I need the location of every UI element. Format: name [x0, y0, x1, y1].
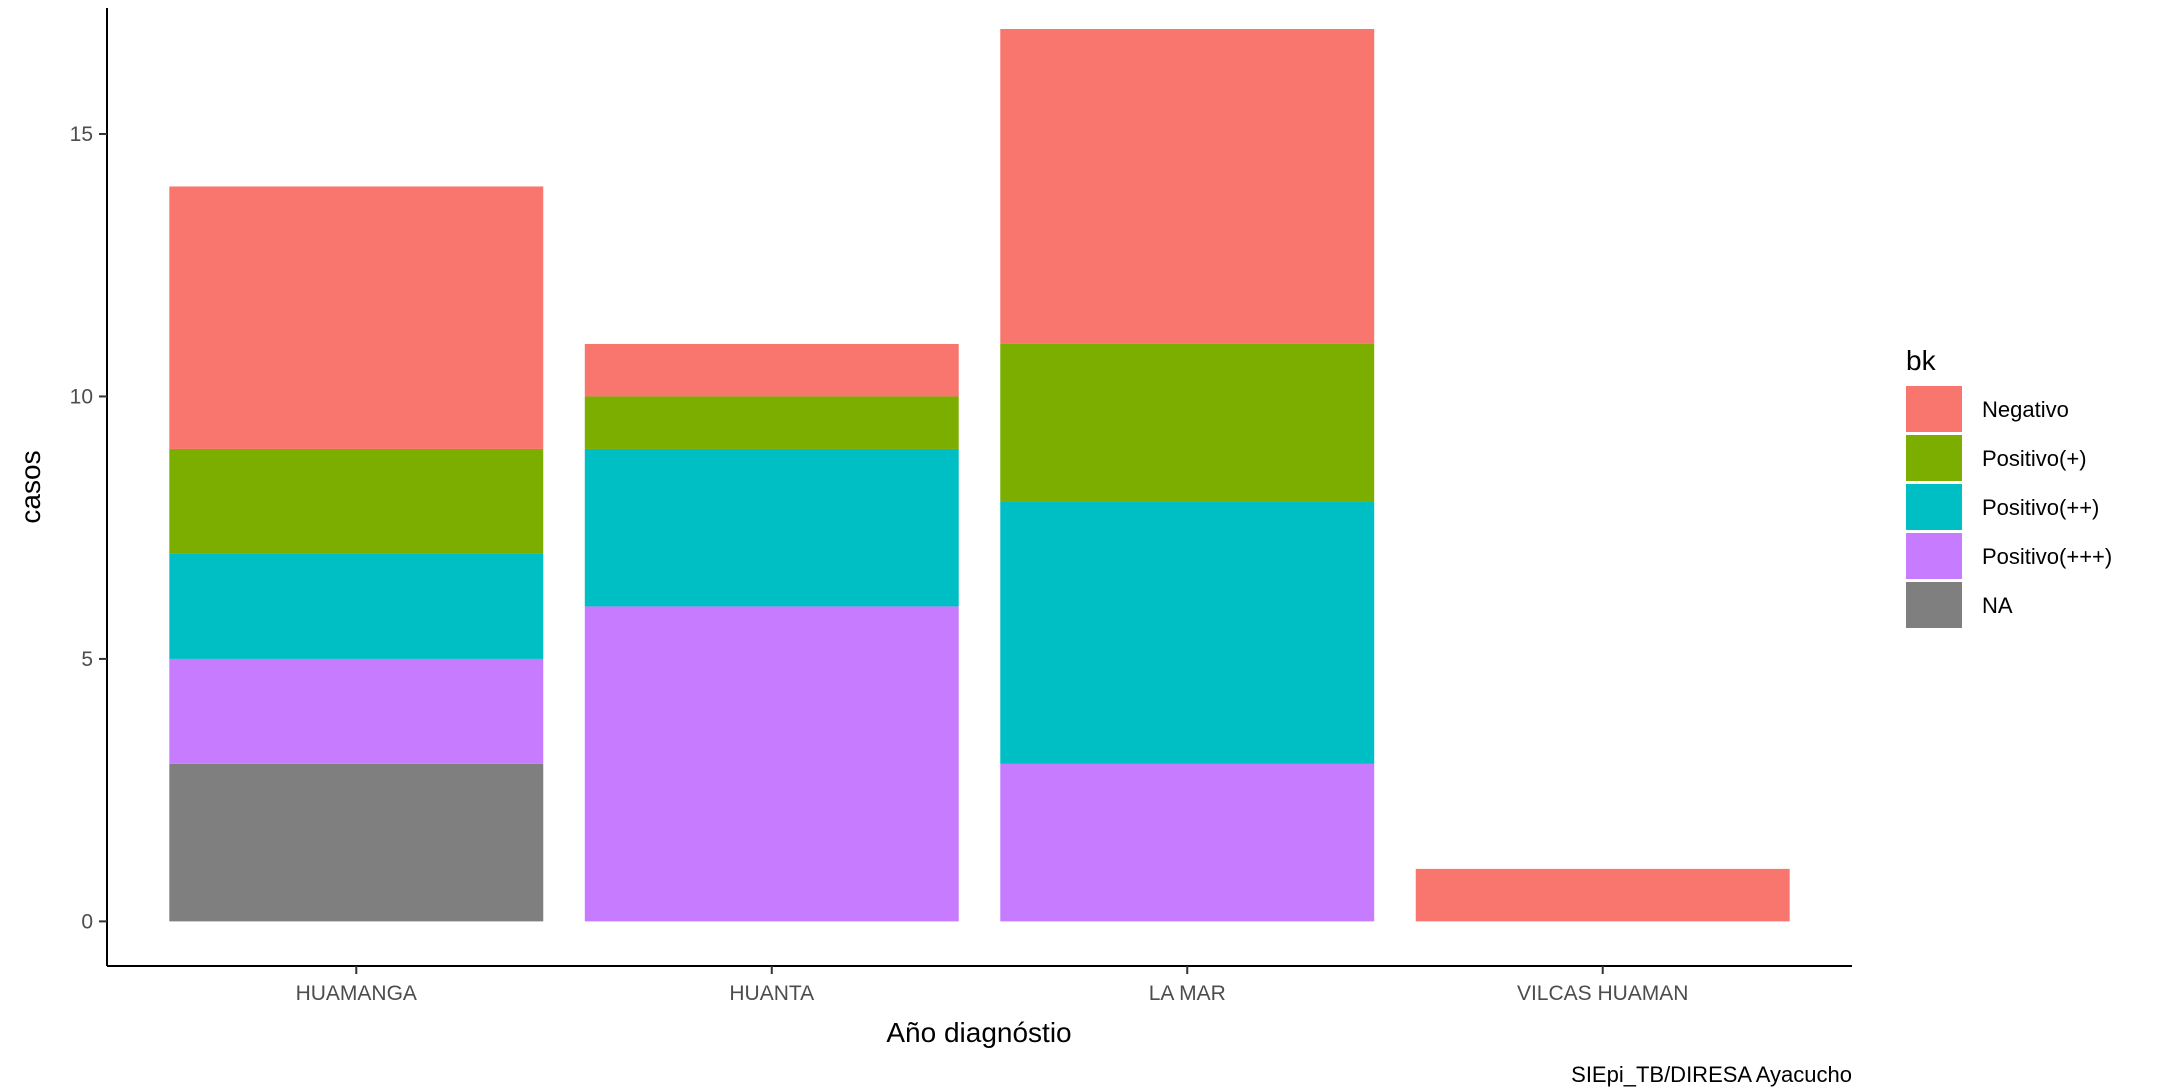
y-ticks: 0 5 10 15 [70, 123, 107, 933]
legend-swatch-positivo [1906, 435, 1962, 481]
bar-la-mar-positivo [1000, 501, 1375, 764]
bar-huanta-negativo [584, 343, 959, 397]
bar-huamanga-negativo [169, 186, 544, 449]
bar-huanta-positivo [584, 448, 959, 607]
x-ticks: HUAMANGA HUANTA LA MAR VILCAS HUAMAN [296, 966, 1689, 1005]
chart-caption: SIEpi_TB/DIRESA Ayacucho [1571, 1062, 1852, 1087]
x-tick-label: HUANTA [729, 982, 814, 1005]
legend-title: bk [1906, 345, 1937, 376]
legend-label-positivo: Positivo(++) [1982, 495, 2099, 520]
legend-swatch-positivo [1906, 533, 1962, 579]
legend-swatch-negativo [1906, 386, 1962, 432]
y-axis-title: casos [15, 450, 46, 523]
bar-vilcas-huaman-negativo [1415, 868, 1790, 922]
bar-la-mar-positivo [1000, 763, 1375, 922]
legend-label-positivo: Positivo(+++) [1982, 544, 2112, 569]
bar-huamanga-positivo [169, 448, 544, 554]
bar-la-mar-positivo [1000, 343, 1375, 502]
y-tick-label: 15 [70, 123, 93, 146]
y-tick-label: 5 [81, 648, 93, 671]
bar-la-mar-negativo [1000, 28, 1375, 344]
x-axis-title: Año diagnóstio [886, 1017, 1071, 1048]
legend-swatch-na [1906, 582, 1962, 628]
bar-huamanga-positivo [169, 658, 544, 764]
bar-huanta-positivo [584, 396, 959, 449]
legend-label-negativo: Negativo [1982, 397, 2069, 422]
y-tick-label: 0 [81, 910, 93, 933]
y-tick-label: 10 [70, 385, 93, 408]
legend-label-positivo: Positivo(+) [1982, 446, 2087, 471]
x-tick-label: VILCAS HUAMAN [1517, 982, 1689, 1005]
bar-huamanga-positivo [169, 553, 544, 659]
x-tick-label: LA MAR [1149, 982, 1226, 1005]
legend: bk Negativo Positivo(+) Positivo(++) Positi… [1906, 345, 2112, 628]
legend-swatch-positivo [1906, 484, 1962, 530]
bar-huamanga-na [169, 763, 544, 922]
bar-huanta-positivo [584, 606, 959, 922]
bars-layer [169, 28, 1790, 922]
x-tick-label: HUAMANGA [296, 982, 417, 1005]
legend-label-na: NA [1982, 593, 2013, 618]
